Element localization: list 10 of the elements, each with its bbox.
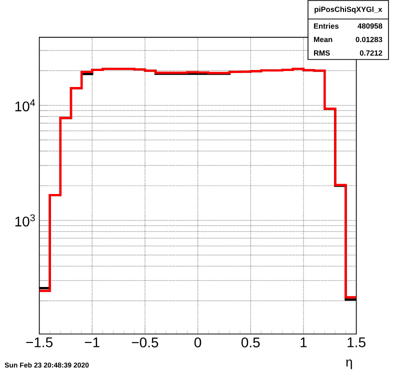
x-tick-label: −1.5 xyxy=(26,338,52,348)
x-tick-label: −1 xyxy=(84,338,100,348)
x-tick-label: 1.5 xyxy=(348,338,366,348)
x-tick-label: 0.5 xyxy=(241,338,260,348)
x-tick-label: −0.5 xyxy=(132,338,158,348)
y-tick-label: 10$^{4}$ xyxy=(15,99,35,112)
y-tick-label: 10$^{3}$ xyxy=(15,214,35,226)
x-tick-label: 0 xyxy=(194,338,202,348)
x-axis-title: η xyxy=(346,360,352,370)
x-tick-label: 1 xyxy=(300,338,307,348)
